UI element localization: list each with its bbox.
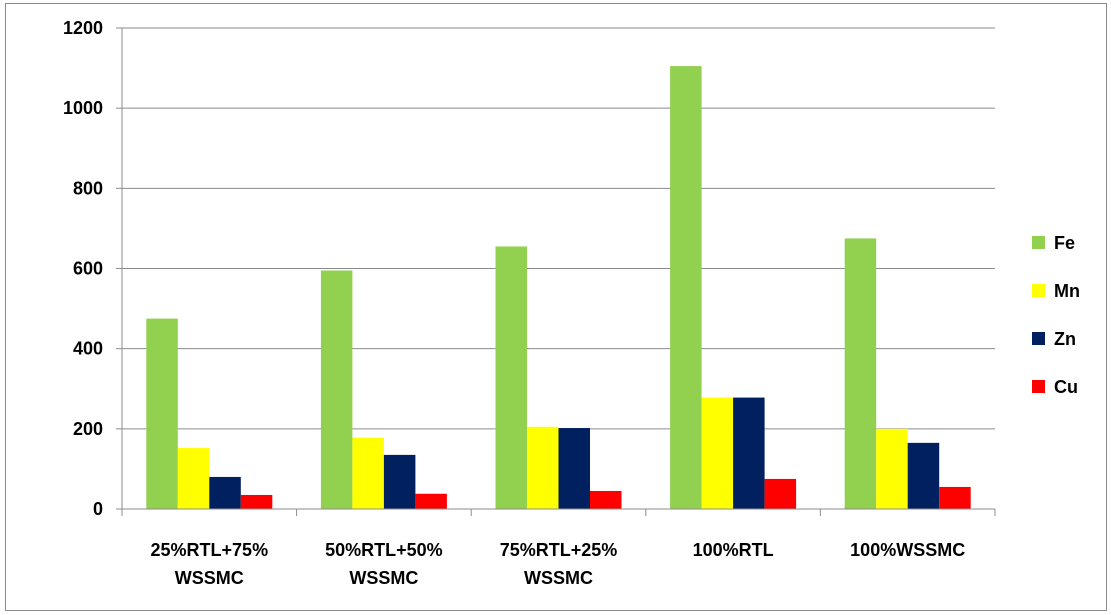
- bar-mn: [876, 428, 908, 509]
- bars: [146, 66, 971, 510]
- bar-zn: [907, 442, 940, 509]
- axes: [116, 27, 996, 516]
- x-category-label: 25%RTL+75%: [151, 540, 269, 560]
- chart-frame: [5, 3, 1107, 611]
- bar-fe: [146, 318, 178, 509]
- legend-swatch-zn: [1032, 332, 1045, 345]
- y-tick-label: 200: [73, 419, 103, 439]
- legend-label-mn: Mn: [1054, 281, 1080, 301]
- bar-fe: [670, 66, 702, 510]
- legend-label-fe: Fe: [1054, 233, 1075, 253]
- x-category-label: 100%WSSMC: [850, 540, 965, 560]
- x-category-label: WSSMC: [524, 568, 593, 588]
- y-tick-label: 400: [73, 339, 103, 359]
- bar-zn: [383, 454, 416, 509]
- bar-mn: [527, 426, 559, 509]
- bar-cu: [590, 490, 622, 509]
- bar-cu: [939, 486, 971, 509]
- x-category-label: WSSMC: [175, 568, 244, 588]
- legend-label-cu: Cu: [1054, 377, 1078, 397]
- bar-cu: [764, 478, 797, 509]
- y-tick-label: 1200: [63, 18, 103, 38]
- bar-zn: [209, 476, 241, 509]
- x-category-label: 75%RTL+25%: [500, 540, 618, 560]
- legend-label-zn: Zn: [1054, 329, 1076, 349]
- y-axis-ticks: 0 200 400 600 800 1000 1200: [63, 18, 103, 519]
- legend-swatch-mn: [1032, 284, 1045, 297]
- bar-mn: [701, 397, 734, 509]
- y-tick-label: 1000: [63, 98, 103, 118]
- bar-cu: [240, 494, 273, 509]
- bar-zn: [558, 428, 590, 509]
- bar-fe: [844, 238, 877, 509]
- bar-fe: [495, 246, 527, 509]
- bar-zn: [733, 397, 765, 509]
- bar-cu: [415, 493, 447, 509]
- x-axis-categories: 25%RTL+75% WSSMC 50%RTL+50% WSSMC 75%RTL+25%…: [151, 540, 966, 588]
- bar-mn: [352, 437, 384, 509]
- x-category-label: WSSMC: [349, 568, 418, 588]
- y-tick-label: 600: [73, 259, 103, 279]
- y-tick-label: 800: [73, 178, 103, 198]
- legend-swatch-fe: [1032, 236, 1045, 249]
- bar-mn: [177, 448, 210, 509]
- legend-swatch-cu: [1032, 380, 1045, 393]
- y-tick-label: 0: [93, 499, 103, 519]
- bar-fe: [320, 270, 353, 509]
- legend: Fe Mn Zn Cu: [1032, 233, 1080, 397]
- x-category-label: 100%RTL: [693, 540, 774, 560]
- x-category-label: 50%RTL+50%: [325, 540, 443, 560]
